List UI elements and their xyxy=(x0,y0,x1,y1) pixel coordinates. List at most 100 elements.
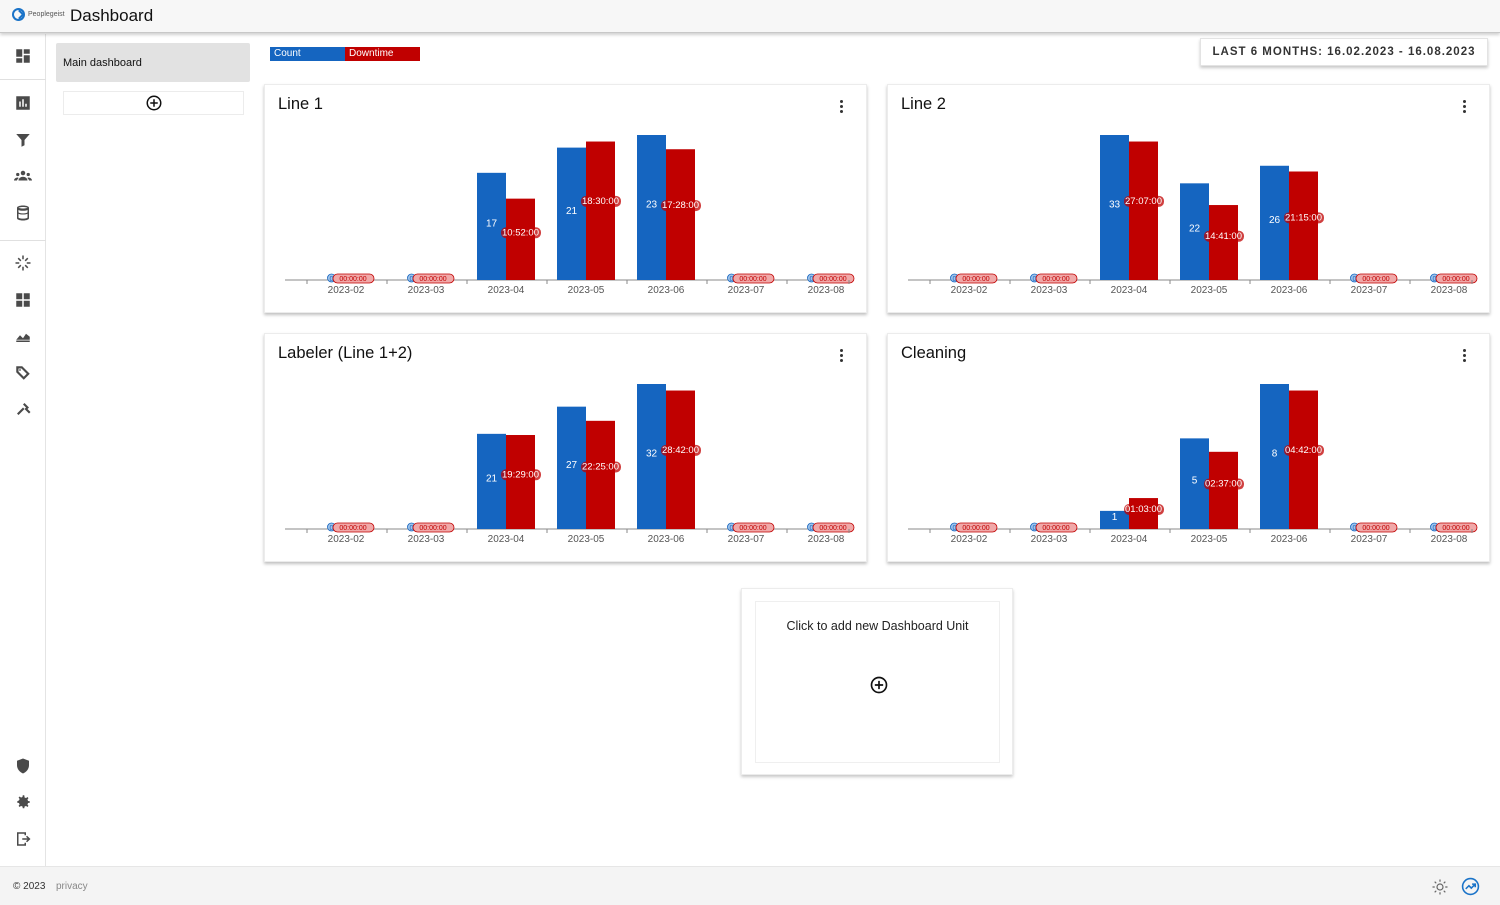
filter-icon[interactable] xyxy=(13,130,33,150)
bar-count[interactable] xyxy=(1100,135,1129,280)
bar-count[interactable] xyxy=(1260,384,1289,529)
logout-icon[interactable] xyxy=(13,829,33,849)
bar-count[interactable] xyxy=(477,433,506,529)
data-label-downtime: 00:00:00 xyxy=(419,276,446,283)
data-label-bg xyxy=(332,273,375,284)
data-label-count: 17 xyxy=(486,218,498,229)
bar-downtime[interactable] xyxy=(1289,390,1318,529)
bar-downtime[interactable] xyxy=(1209,205,1238,280)
data-label-bg xyxy=(501,227,541,239)
bar-downtime[interactable] xyxy=(1209,451,1238,529)
more-vert-icon[interactable] xyxy=(840,349,844,363)
x-tick-label: 2023-02 xyxy=(328,534,365,545)
data-label-count: 23 xyxy=(646,200,658,211)
bar-count[interactable] xyxy=(477,172,506,280)
copyright-text: © 2023 xyxy=(13,881,46,892)
x-tick-label: 2023-04 xyxy=(488,534,525,545)
bar-count[interactable] xyxy=(1100,510,1129,529)
data-label-downtime: 00:00:00 xyxy=(1362,276,1389,283)
dashboard-item-main[interactable]: Main dashboard xyxy=(56,43,250,82)
bar-count[interactable] xyxy=(1260,165,1289,280)
x-tick-label: 2023-02 xyxy=(951,534,988,545)
x-tick-label: 2023-02 xyxy=(951,285,988,296)
data-label-downtime: 00:00:00 xyxy=(962,525,989,532)
plus-circle-icon[interactable] xyxy=(869,675,889,695)
chart-card-labeler: Labeler (Line 1+2) 0 00:00:00 2023-02 0 00:0… xyxy=(264,333,867,562)
add-dashboard-unit-area[interactable]: Click to add new Dashboard Unit xyxy=(755,601,1000,763)
data-label-bg xyxy=(1355,522,1398,533)
trend-icon[interactable] xyxy=(1461,877,1480,896)
data-label-bg xyxy=(1124,503,1164,515)
data-label-downtime: 27:07:00 xyxy=(1125,196,1162,207)
tag-search-icon[interactable] xyxy=(13,363,33,383)
data-label-bg xyxy=(955,273,998,284)
add-dashboard-button[interactable] xyxy=(63,91,244,115)
data-label-count: 0 xyxy=(810,276,814,283)
data-label-downtime: 21:15:00 xyxy=(1285,212,1322,223)
app-logo[interactable]: Peoplegeist xyxy=(12,8,65,21)
dashboard-icon[interactable] xyxy=(13,46,33,66)
database-icon[interactable] xyxy=(13,203,33,223)
data-label-downtime: 17:28:00 xyxy=(662,200,699,211)
legend-item-count[interactable]: Count xyxy=(270,47,345,61)
x-tick-label: 2023-04 xyxy=(1111,285,1148,296)
bar-downtime[interactable] xyxy=(1289,171,1318,280)
data-label-downtime: 00:00:00 xyxy=(819,276,846,283)
bar-chart-icon[interactable] xyxy=(13,93,33,113)
data-label-downtime: 00:00:00 xyxy=(1362,525,1389,532)
more-vert-icon[interactable] xyxy=(1463,100,1467,114)
x-tick-label: 2023-06 xyxy=(1271,285,1308,296)
bar-count[interactable] xyxy=(637,384,666,529)
bar-downtime[interactable] xyxy=(586,141,615,280)
bar-count[interactable] xyxy=(637,135,666,280)
data-label-downtime: 18:30:00 xyxy=(582,196,619,207)
bar-count[interactable] xyxy=(557,147,586,280)
more-vert-icon[interactable] xyxy=(1463,349,1467,363)
bar-downtime[interactable] xyxy=(666,390,695,529)
privacy-link[interactable]: privacy xyxy=(56,881,88,892)
x-tick-label: 2023-08 xyxy=(1431,285,1468,296)
legend-item-downtime[interactable]: Downtime xyxy=(345,47,420,61)
bar-count[interactable] xyxy=(1180,183,1209,280)
data-label-count: 0 xyxy=(953,525,957,532)
bar-downtime[interactable] xyxy=(506,435,535,529)
data-label-bg xyxy=(1284,444,1324,456)
bar-downtime[interactable] xyxy=(1129,141,1158,280)
x-tick-label: 2023-03 xyxy=(408,534,445,545)
bar-downtime[interactable] xyxy=(586,420,615,529)
people-icon[interactable] xyxy=(13,166,33,186)
date-range-selector[interactable]: LAST 6 MONTHS: 16.02.2023 - 16.08.2023 xyxy=(1200,38,1488,66)
more-vert-icon[interactable] xyxy=(840,100,844,114)
loader-icon[interactable] xyxy=(13,253,33,273)
add-dashboard-unit-card[interactable]: Click to add new Dashboard Unit xyxy=(741,588,1013,775)
security-icon[interactable] xyxy=(13,756,33,776)
data-label-bg xyxy=(661,444,701,456)
sun-icon[interactable] xyxy=(1431,878,1449,896)
data-label-count: 0 xyxy=(330,525,334,532)
data-label-bg xyxy=(1435,522,1478,533)
data-label-count: 33 xyxy=(1109,200,1121,211)
data-label-bg xyxy=(1435,273,1478,284)
x-tick-label: 2023-07 xyxy=(728,534,765,545)
data-label-downtime: 14:41:00 xyxy=(1205,231,1242,242)
bar-downtime[interactable] xyxy=(666,149,695,280)
x-tick-label: 2023-08 xyxy=(808,534,845,545)
x-tick-label: 2023-08 xyxy=(808,285,845,296)
x-tick-label: 2023-06 xyxy=(1271,534,1308,545)
data-label-count: 32 xyxy=(646,449,658,460)
data-label-downtime: 00:00:00 xyxy=(1442,276,1469,283)
data-label-count: 21 xyxy=(566,206,578,217)
tools-icon[interactable] xyxy=(13,399,33,419)
data-label-downtime: 00:00:00 xyxy=(339,525,366,532)
data-label-downtime: 02:37:00 xyxy=(1205,479,1242,490)
bar-chart: 0 00:00:00 2023-02 0 00:00:00 2023-03 21 19:29:… xyxy=(285,384,855,545)
widgets-icon[interactable] xyxy=(13,290,33,310)
data-label-count: 5 xyxy=(1192,476,1198,487)
area-chart-icon[interactable] xyxy=(13,326,33,346)
data-label-bg xyxy=(732,522,775,533)
card-title: Cleaning xyxy=(901,344,967,362)
settings-icon[interactable] xyxy=(13,792,33,812)
data-label-bg xyxy=(501,469,541,481)
bar-downtime[interactable] xyxy=(506,198,535,280)
x-tick-label: 2023-07 xyxy=(728,285,765,296)
